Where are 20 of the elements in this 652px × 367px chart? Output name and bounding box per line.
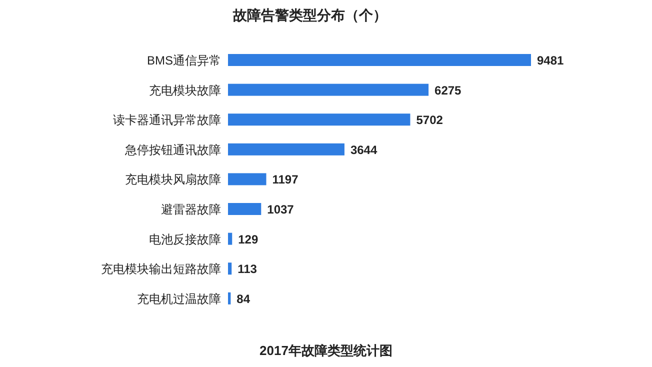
annotation: 2017年故障类型统计图 xyxy=(260,343,392,358)
title: 故障告警类型分布（个） xyxy=(233,7,387,23)
data-label: 84 xyxy=(236,292,250,306)
category-label: 读卡器通讯异常故障 xyxy=(113,113,221,128)
category-label: 充电模块故障 xyxy=(149,83,221,98)
data-label: 1037 xyxy=(267,202,294,216)
data-label: 129 xyxy=(238,232,258,246)
category-label: 电池反接故障 xyxy=(149,232,221,246)
data-label: 113 xyxy=(238,262,257,276)
data-label: 6275 xyxy=(434,83,462,98)
category-label: 急停按钮通讯故障 xyxy=(125,142,221,157)
data-label: 5702 xyxy=(416,113,443,128)
category-label: 充电机过温故障 xyxy=(137,292,221,306)
data-label: 3644 xyxy=(350,142,378,157)
category-label: 充电模块风扇故障 xyxy=(125,172,221,187)
category-label: BMS通信异常 xyxy=(146,54,221,68)
category-label: 避雷器故障 xyxy=(161,202,221,216)
category-label: 充电模块输出短路故障 xyxy=(101,262,221,276)
data-label: 1197 xyxy=(272,172,298,187)
data-label: 9481 xyxy=(537,54,564,68)
